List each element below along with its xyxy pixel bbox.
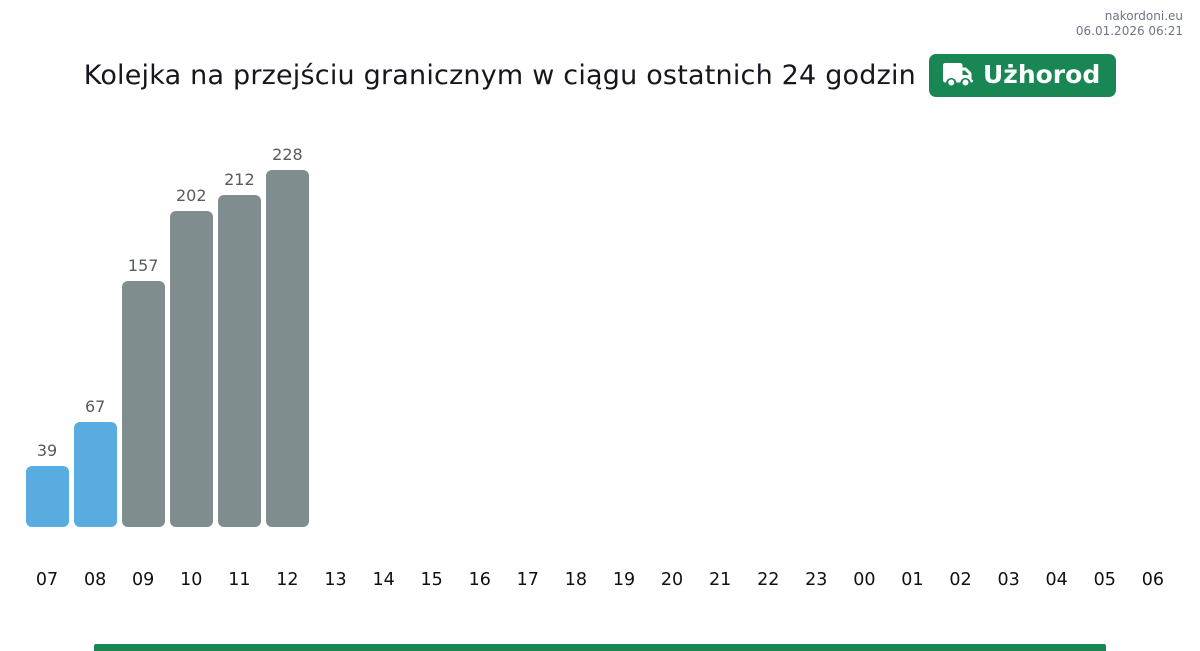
bar-slot-15 <box>408 135 456 527</box>
bar-slot-06 <box>1129 135 1177 527</box>
x-axis-label-00: 00 <box>853 570 876 590</box>
x-axis-label-12: 12 <box>276 570 299 590</box>
bar-09 <box>121 281 165 527</box>
x-axis-label-17: 17 <box>516 570 539 590</box>
bar-10 <box>169 211 213 527</box>
bar-08 <box>73 422 117 527</box>
x-axis-label-21: 21 <box>708 570 732 590</box>
bar-slot-22 <box>744 135 792 527</box>
x-axis-label-15: 15 <box>420 570 443 590</box>
bar-slot-16 <box>456 135 504 527</box>
bar-slot-10: 202 <box>167 135 215 527</box>
bar-slot-20 <box>648 135 696 527</box>
bar-value-label: 67 <box>84 397 106 416</box>
x-axis-label-03: 03 <box>997 570 1020 590</box>
x-axis-labels: 07 08 09 10 11 12 13 14 15 16 17 18 19 20 21 22 23 00 01 02… <box>23 570 1177 590</box>
bar-12 <box>265 170 309 527</box>
bar-07 <box>25 466 69 527</box>
bar-slot-21 <box>696 135 744 527</box>
x-axis-label-19: 19 <box>612 570 636 590</box>
bar-value-label: 157 <box>127 256 159 275</box>
timestamp: 06.01.2026 06:21 <box>1075 23 1183 38</box>
bar-slot-19 <box>600 135 648 527</box>
x-axis-label-13: 13 <box>324 570 347 590</box>
x-axis-label-07: 07 <box>35 570 59 590</box>
bar-value-label: 228 <box>272 145 303 164</box>
bar-slot-23 <box>792 135 840 527</box>
x-axis-label-08: 08 <box>83 570 107 590</box>
bar-slot-01 <box>888 135 936 527</box>
bar-slot-13 <box>311 135 359 527</box>
bar-chart: 39 67 157 202 212 228 <box>23 135 1177 527</box>
bar-slot-05 <box>1081 135 1129 527</box>
site-name: nakordoni.eu <box>1104 9 1183 23</box>
x-axis-label-16: 16 <box>468 570 491 590</box>
x-axis-label-04: 04 <box>1045 570 1068 590</box>
bar-value-label: 202 <box>176 186 207 205</box>
truck-icon <box>942 62 973 87</box>
x-axis-label-05: 05 <box>1093 570 1116 590</box>
bar-slot-09: 157 <box>119 135 167 527</box>
x-axis-label-22: 22 <box>757 570 780 590</box>
bar-slot-00 <box>840 135 888 527</box>
crossing-badge: Użhorod <box>928 54 1117 97</box>
x-axis-label-10: 10 <box>180 570 203 590</box>
footer-accent-bar <box>94 644 1106 651</box>
x-axis-label-06: 06 <box>1141 570 1164 590</box>
x-axis-label-02: 02 <box>949 570 972 590</box>
x-axis-label-18: 18 <box>564 570 588 590</box>
x-axis-label-09: 09 <box>132 570 155 590</box>
title-row: Kolejka na przejściu granicznym w ciągu … <box>0 54 1200 97</box>
bar-11 <box>217 195 261 527</box>
bar-slot-12: 228 <box>263 135 311 527</box>
x-axis-label-11: 11 <box>228 570 251 590</box>
bar-slot-02 <box>936 135 984 527</box>
x-axis-label-20: 20 <box>660 570 684 590</box>
x-axis-label-14: 14 <box>372 570 395 590</box>
bar-value-label: 212 <box>224 170 255 189</box>
bar-value-label: 39 <box>36 441 58 460</box>
bar-slot-08: 67 <box>71 135 119 527</box>
bar-slot-17 <box>504 135 552 527</box>
bar-slot-07: 39 <box>23 135 71 527</box>
bar-slot-18 <box>552 135 600 527</box>
bar-slot-04 <box>1033 135 1081 527</box>
site-info: nakordoni.eu 06.01.2026 06:21 <box>1076 9 1183 38</box>
page-title: Kolejka na przejściu granicznym w ciągu … <box>83 59 916 91</box>
bar-slot-14 <box>360 135 408 527</box>
bar-slot-03 <box>985 135 1033 527</box>
crossing-badge-label: Użhorod <box>982 60 1101 89</box>
x-axis-label-23: 23 <box>805 570 828 590</box>
x-axis-label-01: 01 <box>901 570 924 590</box>
bar-slot-11: 212 <box>215 135 263 527</box>
